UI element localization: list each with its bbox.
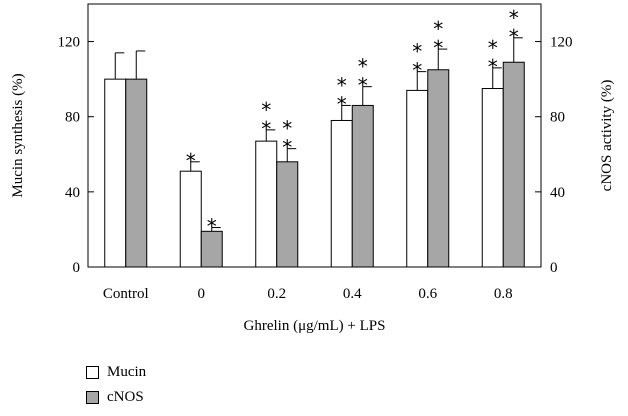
- y-tick-label-left-2: 80: [65, 110, 80, 126]
- bar-mucin-3: [330, 119, 353, 268]
- y-tick-label-right-3: 120: [550, 35, 573, 51]
- legend-swatch-mucin: [86, 366, 99, 379]
- plot-frame: [87, 3, 542, 268]
- x-tick-label-3: 0.4: [343, 286, 362, 302]
- significance-mucin-2-1: *: [261, 98, 271, 122]
- significance-cnos-2-0: *: [282, 136, 292, 160]
- significance-mucin-4-0: *: [412, 59, 422, 83]
- x-tick-label-1: 0: [198, 286, 206, 302]
- y-axis-right-title: cNOS activity (%): [599, 80, 615, 192]
- y-tick-label-left-0: 0: [73, 260, 81, 276]
- x-tick-label-4: 0.6: [418, 286, 437, 302]
- x-axis-title: Ghrelin (μg/mL) + LPS: [244, 318, 386, 334]
- significance-cnos-3-0: *: [358, 74, 368, 98]
- significance-cnos-4-0: *: [433, 36, 443, 60]
- significance-cnos-5-1: *: [509, 6, 519, 30]
- legend-label-cnos: cNOS: [107, 389, 144, 405]
- x-tick-label-0: Control: [103, 286, 149, 302]
- bar-cnos-3: [351, 104, 374, 268]
- significance-mucin-5-1: *: [488, 36, 498, 60]
- bar-cnos-2: [276, 161, 299, 268]
- significance-cnos-5-0: *: [509, 25, 519, 49]
- y-tick-label-right-2: 80: [550, 110, 565, 126]
- x-tick-label-2: 0.2: [267, 286, 286, 302]
- x-tick-label-5: 0.8: [494, 286, 513, 302]
- bar-mucin-0: [104, 78, 127, 268]
- significance-mucin-5-0: *: [488, 55, 498, 79]
- bar-cnos-4: [427, 69, 450, 268]
- significance-mucin-1-0: *: [186, 149, 196, 173]
- legend-swatch-cnos: [86, 391, 99, 404]
- significance-mucin-4-1: *: [412, 40, 422, 64]
- bar-cnos-0: [125, 78, 148, 268]
- significance-cnos-2-1: *: [282, 117, 292, 141]
- bar-mucin-2: [255, 140, 278, 268]
- y-tick-label-right-0: 0: [550, 260, 558, 276]
- y-tick-label-right-1: 40: [550, 185, 565, 201]
- bar-mucin-1: [179, 170, 202, 268]
- significance-mucin-3-1: *: [337, 73, 347, 97]
- y-tick-label-left-3: 120: [58, 35, 81, 51]
- significance-mucin-3-0: *: [337, 92, 347, 116]
- bar-cnos-5: [502, 61, 525, 268]
- bar-mucin-5: [481, 88, 504, 268]
- y-tick-label-left-1: 40: [65, 185, 80, 201]
- significance-mucin-2-0: *: [261, 117, 271, 141]
- y-axis-left-title: Mucin synthesis (%): [10, 73, 26, 197]
- significance-cnos-1-0: *: [207, 215, 217, 239]
- bar-mucin-4: [406, 89, 429, 268]
- legend-label-mucin: Mucin: [107, 364, 147, 380]
- significance-cnos-4-1: *: [433, 17, 443, 41]
- legend-item-cnos: cNOS: [86, 389, 144, 406]
- significance-cnos-3-1: *: [358, 55, 368, 79]
- legend-item-mucin: Mucin: [86, 364, 146, 381]
